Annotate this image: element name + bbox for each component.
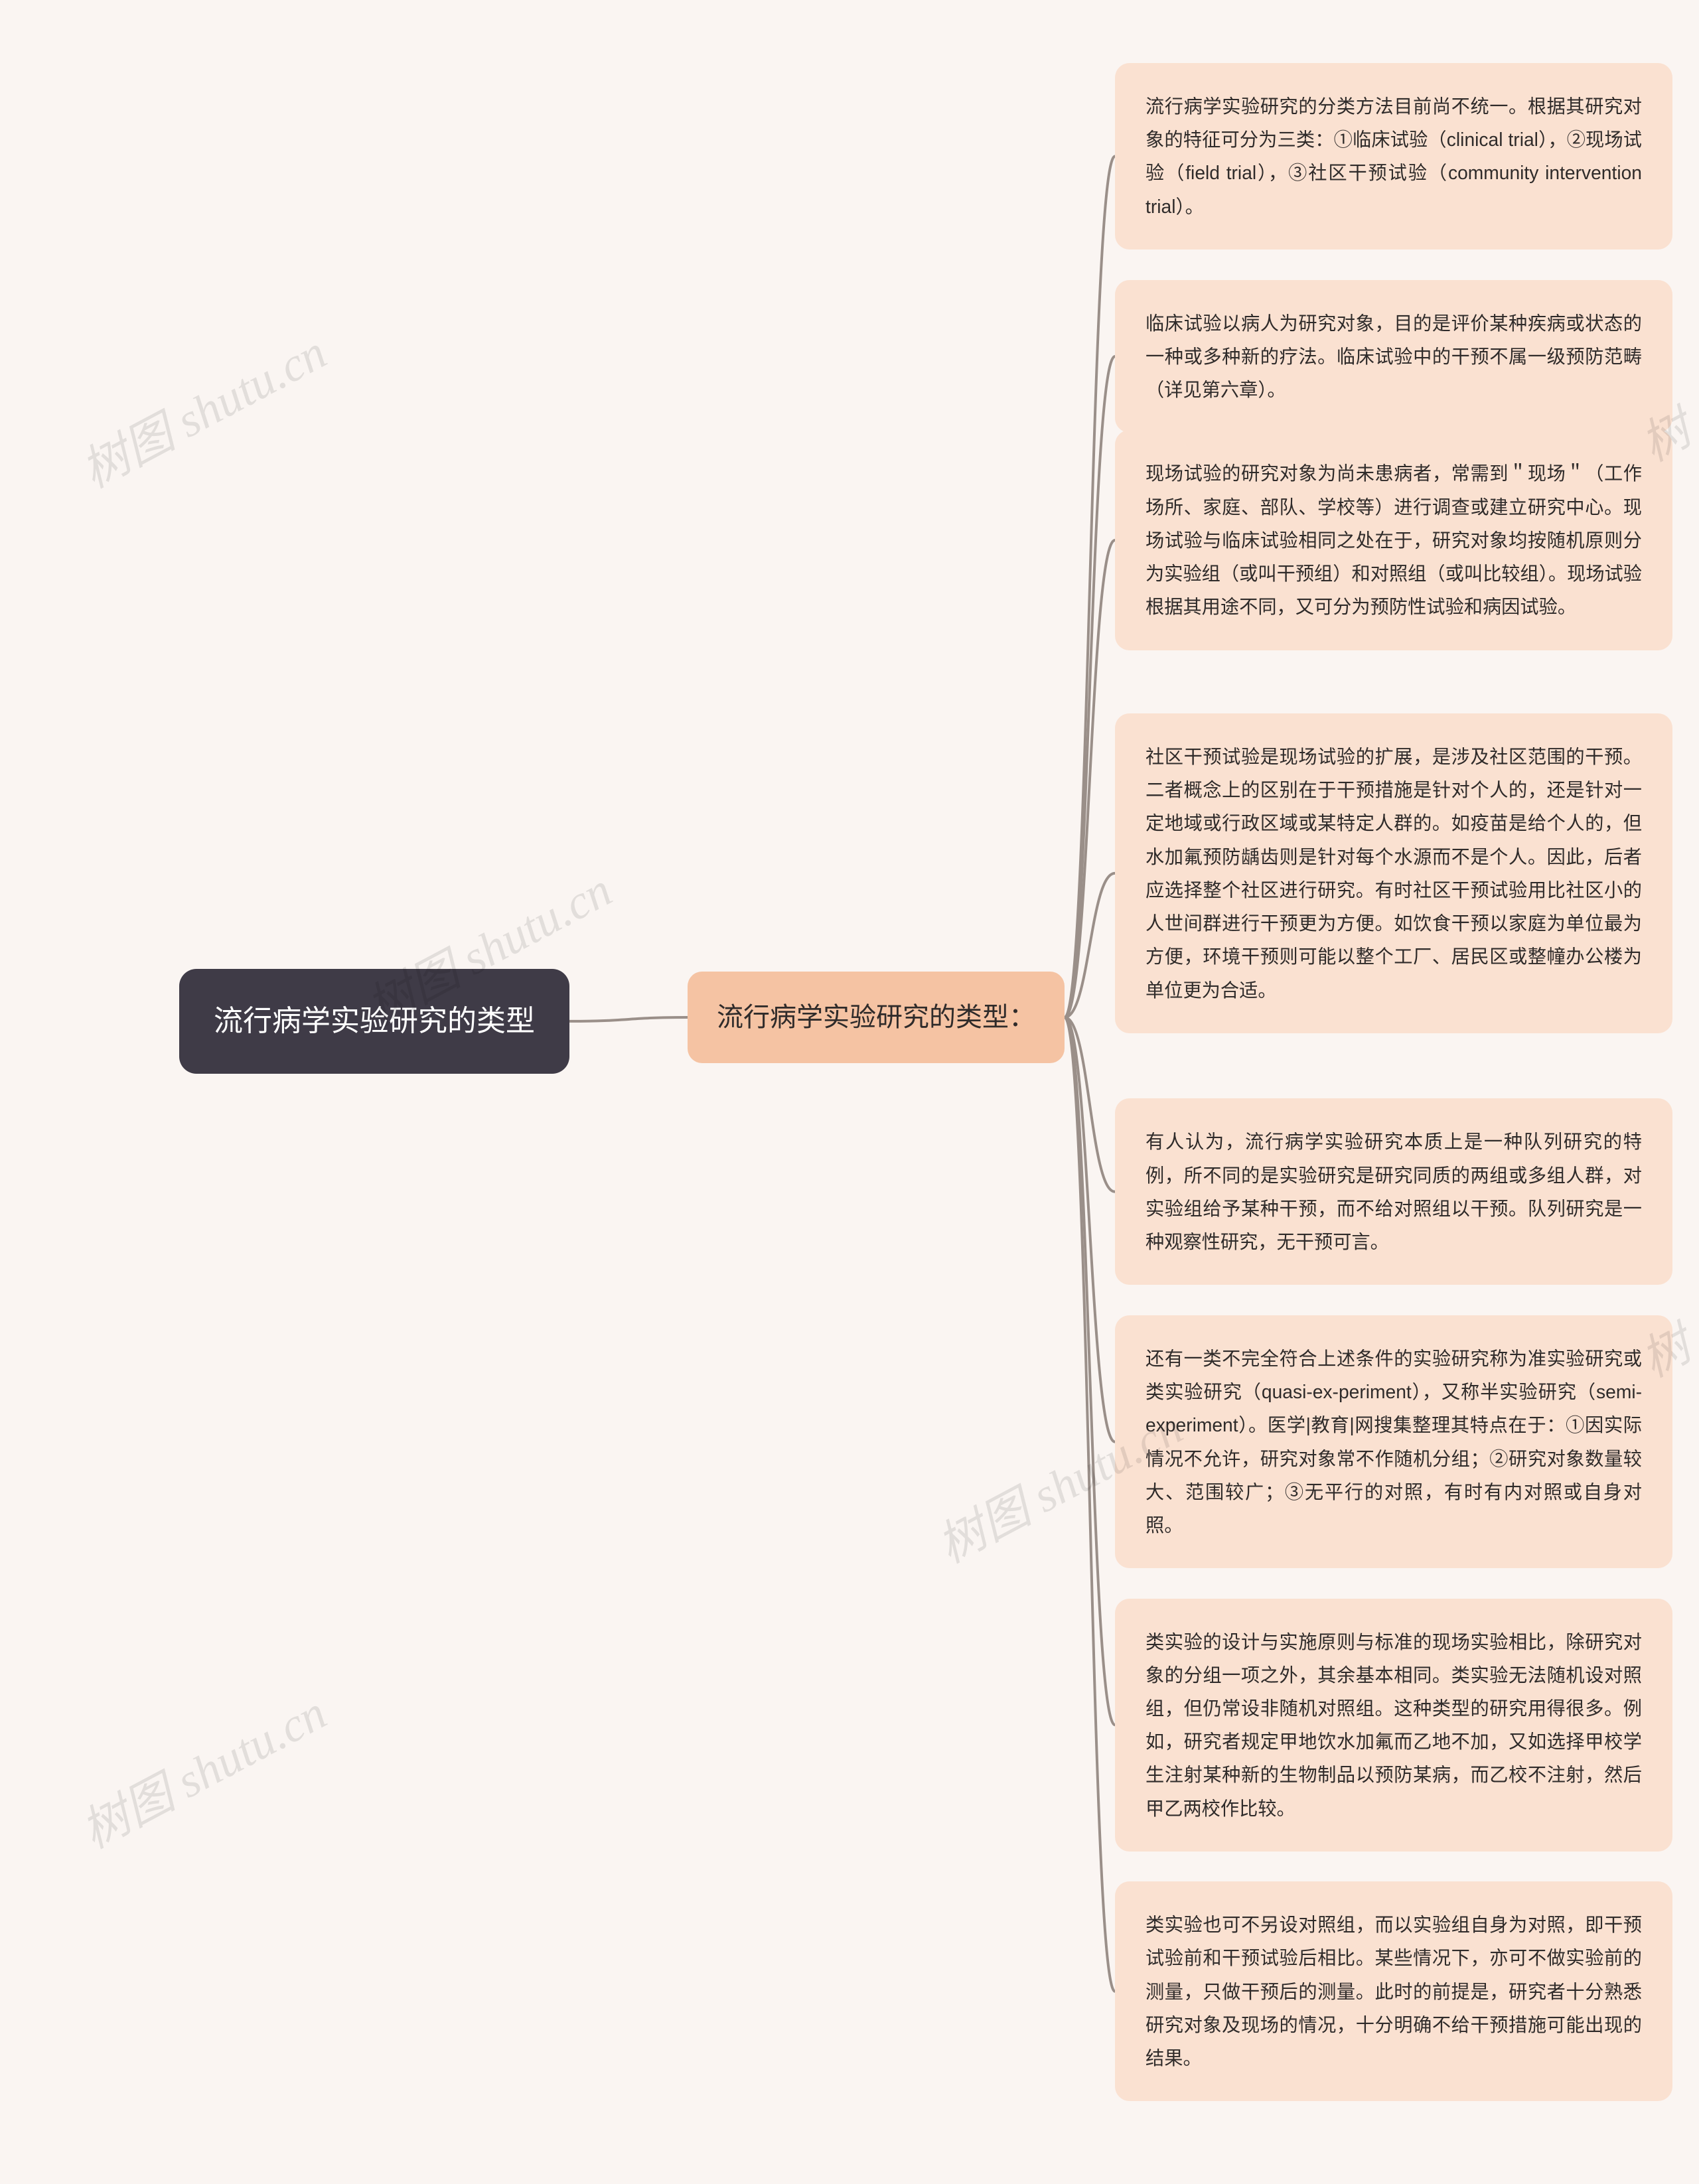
leaf-node[interactable]: 社区干预试验是现场试验的扩展，是涉及社区范围的干预。二者概念上的区别在于干预措施…: [1115, 713, 1672, 1033]
mindmap-canvas: 流行病学实验研究的类型 流行病学实验研究的类型： 流行病学实验研究的分类方法目前尚不…: [0, 0, 1699, 2184]
leaf-node[interactable]: 类实验也可不另设对照组，而以实验组自身为对照，即干预试验前和干预试验后相比。某些…: [1115, 1881, 1672, 2101]
watermark: 树图 shutu.cn: [67, 314, 336, 501]
branch-node[interactable]: 流行病学实验研究的类型：: [688, 972, 1065, 1063]
leaf-node[interactable]: 有人认为，流行病学实验研究本质上是一种队列研究的特例，所不同的是实验研究是研究同…: [1115, 1098, 1672, 1285]
leaf-node[interactable]: 临床试验以病人为研究对象，目的是评价某种疾病或状态的一种或多种新的疗法。临床试验…: [1115, 280, 1672, 433]
watermark: 树图 shutu.cn: [67, 1674, 336, 1861]
leaf-node[interactable]: 现场试验的研究对象为尚未患病者，常需到＂现场＂（工作场所、家庭、部队、学校等）进…: [1115, 430, 1672, 650]
leaf-node[interactable]: 还有一类不完全符合上述条件的实验研究称为准实验研究或类实验研究（quasi-ex…: [1115, 1315, 1672, 1568]
leaf-node[interactable]: 类实验的设计与实施原则与标准的现场实验相比，除研究对象的分组一项之外，其余基本相…: [1115, 1599, 1672, 1852]
root-node[interactable]: 流行病学实验研究的类型: [179, 969, 569, 1074]
leaf-node[interactable]: 流行病学实验研究的分类方法目前尚不统一。根据其研究对象的特征可分为三类：①临床试…: [1115, 63, 1672, 250]
